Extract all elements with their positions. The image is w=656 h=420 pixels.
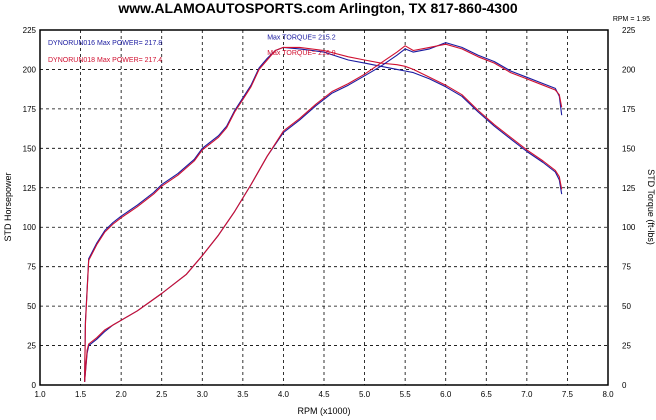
x-tick-label: 6.5 <box>481 390 493 399</box>
y-tick-label-left: 0 <box>32 381 37 390</box>
x-tick-label: 3.0 <box>197 390 209 399</box>
x-tick-label: 7.5 <box>562 390 574 399</box>
series-line-power-1 <box>84 46 563 382</box>
legend-entry-run018: DYNORUN018 Max POWER= 217.4 <box>48 57 162 64</box>
y-tick-label-right: 125 <box>622 184 636 193</box>
x-tick-label: 6.0 <box>440 390 452 399</box>
annotations: Max TORQUE= 215.2 Max TORQUE= 216.9 <box>267 34 336 57</box>
x-tick-label: 1.5 <box>75 390 87 399</box>
y-tick-label-right: 200 <box>622 65 636 74</box>
y-tick-label-right: 225 <box>622 26 636 35</box>
y-tick-label-left: 225 <box>23 26 37 35</box>
x-axis-label: RPM (x1000) <box>297 406 350 416</box>
y-tick-label-left: 125 <box>23 184 37 193</box>
x-tick-label: 1.0 <box>34 390 46 399</box>
y-tick-label-left: 200 <box>23 65 37 74</box>
max-torque-annotation: Max TORQUE= 215.2 <box>267 34 336 41</box>
grid <box>40 30 608 385</box>
y-tick-label-left: 150 <box>23 144 37 153</box>
y-tick-label-left: 100 <box>23 223 37 232</box>
x-tick-label: 4.0 <box>278 390 290 399</box>
x-tick-label: 5.5 <box>400 390 412 399</box>
y-axis-label-left: STD Horsepower <box>3 172 13 241</box>
x-tick-label: 8.0 <box>602 390 614 399</box>
x-tick-label: 5.0 <box>359 390 371 399</box>
y-tick-label-right: 150 <box>622 144 636 153</box>
y-tick-label-left: 75 <box>27 263 36 272</box>
y-tick-label-right: 0 <box>622 381 627 390</box>
y-tick-label-right: 50 <box>622 302 631 311</box>
y-tick-labels-right: 0 25 50 75 100 125 150 175 200 225 <box>622 26 636 390</box>
max-torque-annotation: Max TORQUE= 216.9 <box>267 50 336 57</box>
series-lines <box>84 42 563 382</box>
x-tick-labels: 1.0 1.5 2.0 2.5 3.0 3.5 4.0 4.5 5.0 5.5 6.0 6.5 7.0 7… <box>34 390 614 399</box>
y-tick-label-right: 25 <box>622 342 631 351</box>
x-tick-label: 2.0 <box>116 390 128 399</box>
x-tick-label: 4.5 <box>318 390 330 399</box>
chart-title: www.ALAMOAUTOSPORTS.com Arlington, TX 81… <box>117 0 518 16</box>
x-tick-label: 2.5 <box>156 390 168 399</box>
x-tick-label: 3.5 <box>237 390 249 399</box>
y-tick-label-left: 25 <box>27 342 36 351</box>
y-tick-label-left: 50 <box>27 302 36 311</box>
series-line-torque-3 <box>84 43 563 382</box>
y-tick-label-right: 75 <box>622 263 631 272</box>
y-axis-label-right: STD Torque (ft-lbs) <box>646 169 656 245</box>
rpm-readout: RPM = 1.95 <box>613 16 650 23</box>
legend-entry-run016: DYNORUN016 Max POWER= 217.8 <box>48 40 162 47</box>
x-tick-label: 7.0 <box>521 390 533 399</box>
y-tick-label-left: 175 <box>23 105 37 114</box>
y-tick-label-right: 100 <box>622 223 636 232</box>
y-tick-label-right: 175 <box>622 105 636 114</box>
y-tick-labels-left: 0 25 50 75 100 125 150 175 200 225 <box>23 26 37 390</box>
